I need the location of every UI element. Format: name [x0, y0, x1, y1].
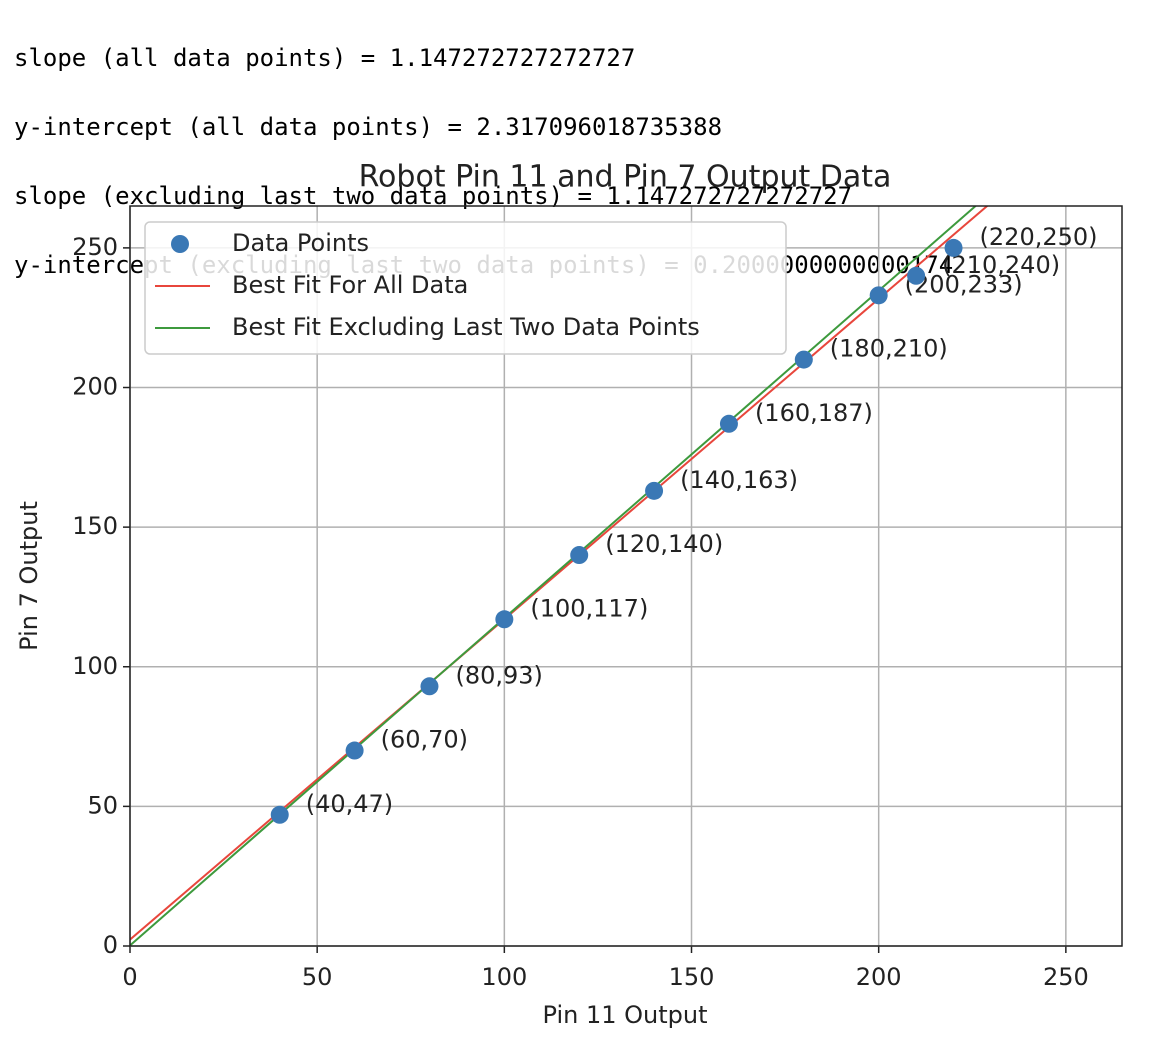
data-label: (40,47): [306, 790, 393, 818]
data-label: (80,93): [455, 661, 542, 689]
plot-area: [130, 206, 989, 946]
data-point: [645, 481, 664, 500]
data-label: (220,250): [980, 223, 1098, 251]
output-line: slope (all data points) = 1.147272727272…: [14, 43, 636, 72]
y-tick-label: 150: [72, 512, 118, 540]
legend-label: Best Fit For All Data: [232, 271, 468, 299]
y-axis-label: Pin 7 Output: [15, 501, 43, 651]
data-point: [944, 238, 963, 257]
data-point: [570, 546, 589, 565]
data-point: [719, 414, 738, 433]
y-tick-label: 200: [72, 373, 118, 401]
x-tick-label: 0: [122, 963, 137, 991]
fit-line: [130, 206, 978, 946]
data-point: [270, 805, 289, 824]
data-point: [794, 350, 813, 369]
data-label: (60,70): [381, 726, 468, 754]
data-label: (210,240): [942, 251, 1060, 279]
data-label: (100,117): [530, 594, 648, 622]
data-label: (160,187): [755, 399, 873, 427]
data-point: [345, 741, 364, 760]
legend-label: Data Points: [232, 229, 369, 257]
legend-marker: [171, 235, 189, 253]
output-line: y-intercept (all data points) = 2.317096…: [14, 112, 723, 141]
y-tick-label: 250: [72, 233, 118, 261]
y-tick-label: 50: [87, 791, 118, 819]
fit-line: [130, 206, 989, 941]
legend-label: Best Fit Excluding Last Two Data Points: [232, 313, 700, 341]
output-line: slope (excluding last two data points) =…: [14, 181, 853, 210]
legend-box: [144, 221, 787, 355]
data-label: (140,163): [680, 466, 798, 494]
x-axis-label: Pin 11 Output: [543, 1001, 708, 1029]
data-point: [907, 266, 926, 285]
data-label: (180,210): [830, 335, 948, 363]
x-tick-label: 100: [481, 963, 527, 991]
data-label: (120,140): [605, 530, 723, 558]
y-tick-label: 0: [103, 931, 118, 959]
chart-title: Robot Pin 11 and Pin 7 Output Data: [359, 160, 892, 195]
data-point: [869, 286, 888, 305]
x-tick-label: 50: [302, 963, 333, 991]
data-point: [495, 610, 514, 629]
data-point: [420, 677, 439, 696]
plot-frame: [129, 205, 1123, 947]
y-tick-label: 100: [72, 652, 118, 680]
x-tick-label: 250: [1043, 963, 1089, 991]
x-tick-label: 200: [856, 963, 902, 991]
x-tick-label: 150: [669, 963, 715, 991]
